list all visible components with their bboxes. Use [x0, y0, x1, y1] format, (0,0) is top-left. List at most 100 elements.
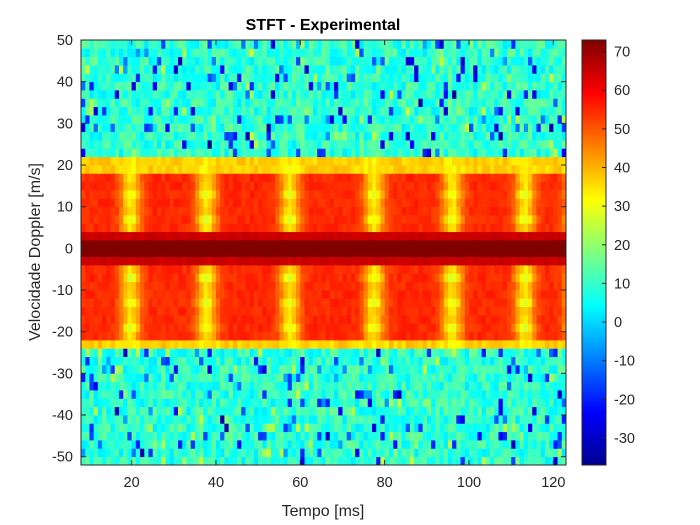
heatmap-cell	[93, 215, 99, 224]
heatmap-cell	[418, 181, 424, 191]
heatmap-cell	[220, 348, 225, 358]
heatmap-cell	[211, 315, 217, 324]
heatmap-cell	[523, 156, 529, 166]
heatmap-cell	[308, 456, 314, 466]
heatmap-cell	[422, 406, 428, 416]
heatmap-cell	[291, 265, 297, 274]
heatmap-cell	[426, 423, 432, 433]
heatmap-cell	[511, 281, 516, 291]
heatmap-cell	[536, 290, 542, 299]
heatmap-cell	[123, 140, 128, 149]
heatmap-cell	[418, 423, 424, 433]
heatmap-cell	[220, 365, 225, 374]
heatmap-cell	[456, 181, 461, 191]
heatmap-cell	[506, 256, 512, 266]
heatmap-cell	[435, 365, 440, 374]
heatmap-cell	[532, 190, 537, 199]
heatmap-cell	[232, 106, 238, 116]
heatmap-cell	[199, 448, 204, 458]
heatmap-cell	[557, 181, 563, 191]
heatmap-cell	[409, 298, 415, 308]
heatmap-cell	[456, 431, 461, 441]
heatmap-cell	[359, 106, 364, 116]
heatmap-cell	[135, 431, 141, 441]
heatmap-cell	[275, 115, 280, 124]
heatmap-cell	[93, 373, 99, 383]
heatmap-cell	[279, 115, 284, 124]
heatmap-cell	[553, 331, 558, 341]
heatmap-cell	[312, 131, 318, 141]
heatmap-cell	[127, 290, 133, 299]
heatmap-cell	[469, 448, 474, 458]
heatmap-cell	[477, 340, 483, 349]
heatmap-cell	[532, 290, 537, 299]
heatmap-cell	[114, 340, 120, 349]
heatmap-cell	[173, 240, 179, 249]
heatmap-cell	[97, 231, 103, 241]
heatmap-cell	[106, 273, 111, 283]
heatmap-cell	[275, 140, 280, 149]
heatmap-cell	[156, 165, 162, 174]
heatmap-cell	[317, 156, 322, 166]
heatmap-cell	[502, 423, 508, 433]
heatmap-cell	[148, 223, 154, 233]
heatmap-cell	[228, 381, 234, 391]
heatmap-cell	[393, 131, 398, 141]
heatmap-cell	[144, 356, 149, 366]
heatmap-cell	[93, 256, 99, 266]
heatmap-cell	[494, 123, 499, 133]
heatmap-cell	[557, 140, 563, 149]
heatmap-cell	[490, 206, 495, 216]
heatmap-cell	[334, 373, 339, 383]
heatmap-cell	[283, 231, 289, 241]
heatmap-cell	[178, 123, 183, 133]
heatmap-cell	[334, 123, 339, 133]
heatmap-cell	[528, 248, 533, 258]
heatmap-cell	[211, 206, 217, 216]
heatmap-cell	[325, 198, 331, 208]
heatmap-cell	[405, 106, 411, 116]
heatmap-cell	[367, 456, 373, 466]
heatmap-cell	[511, 215, 516, 224]
heatmap-cell	[144, 215, 149, 224]
heatmap-cell	[207, 215, 213, 224]
heatmap-cell	[414, 331, 419, 341]
heatmap-cell	[490, 281, 495, 291]
heatmap-cell	[367, 198, 373, 208]
heatmap-cell	[367, 165, 373, 174]
heatmap-cell	[287, 356, 293, 366]
heatmap-cell	[304, 106, 310, 116]
heatmap-cell	[549, 215, 554, 224]
heatmap-cell	[540, 381, 546, 391]
heatmap-cell	[367, 290, 373, 299]
heatmap-cell	[127, 406, 133, 416]
heatmap-cell	[338, 156, 343, 166]
heatmap-cell	[148, 215, 154, 224]
heatmap-cell	[414, 223, 419, 233]
heatmap-cell	[186, 365, 192, 374]
heatmap-cell	[515, 115, 521, 124]
heatmap-cell	[211, 140, 217, 149]
heatmap-cell	[182, 298, 187, 308]
heatmap-cell	[114, 115, 120, 124]
heatmap-cell	[203, 373, 208, 383]
heatmap-cell	[388, 448, 394, 458]
heatmap-cell	[207, 131, 213, 141]
heatmap-cell	[140, 115, 145, 124]
heatmap-cell	[270, 148, 276, 158]
heatmap-cell	[536, 190, 542, 199]
heatmap-cell	[346, 398, 352, 408]
heatmap-cell	[118, 198, 124, 208]
heatmap-cell	[270, 240, 276, 249]
heatmap-cell	[215, 231, 221, 241]
heatmap-cell	[418, 365, 424, 374]
heatmap-cell	[405, 331, 411, 341]
heatmap-cell	[165, 148, 170, 158]
heatmap-cell	[148, 148, 154, 158]
heatmap-cell	[439, 123, 445, 133]
heatmap-cell	[118, 390, 124, 399]
heatmap-cell	[426, 223, 432, 233]
heatmap-cell	[93, 298, 99, 308]
heatmap-cell	[506, 290, 512, 299]
heatmap-cell	[452, 406, 457, 416]
